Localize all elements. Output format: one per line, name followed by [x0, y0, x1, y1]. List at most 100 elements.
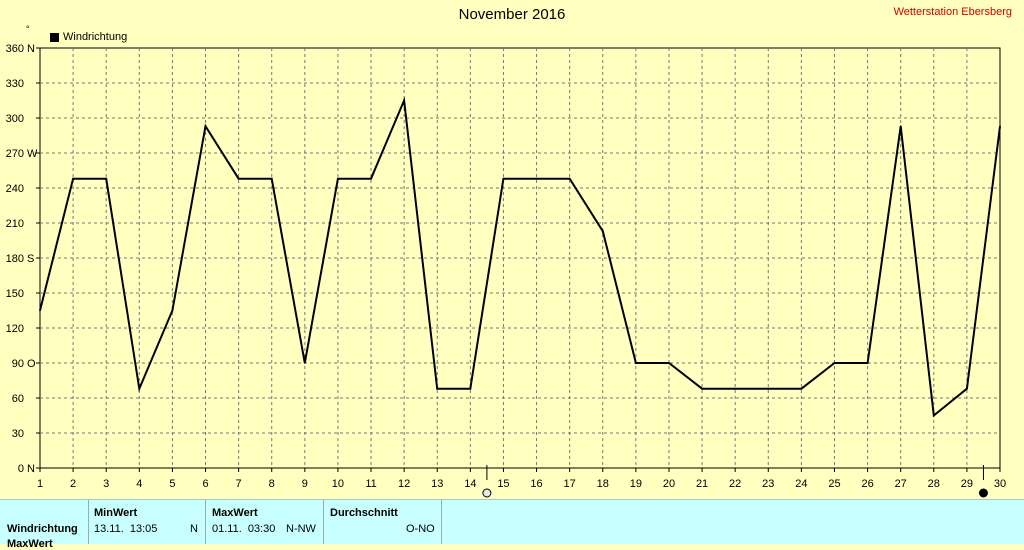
data-point: [337, 177, 339, 180]
series-layer: [39, 96, 1001, 418]
x-tick-label: 30: [994, 478, 1006, 490]
max-direction: N-NW: [286, 523, 316, 535]
data-point: [105, 177, 108, 180]
x-tick-label: 10: [332, 478, 344, 490]
average-header: Durchschnitt: [330, 507, 398, 519]
x-tick-label: 16: [530, 478, 542, 490]
y-direction-label: S: [27, 253, 34, 265]
x-tick-label: 9: [302, 478, 308, 490]
data-point: [39, 309, 41, 312]
data-point: [668, 362, 670, 364]
max-column: MaxWert 01.11. 03:30 N-NW: [206, 500, 324, 544]
series-line-windrichtung: [39, 96, 1001, 418]
x-tick-label: 6: [202, 478, 208, 490]
data-point: [171, 309, 174, 312]
x-tick-label: 4: [136, 478, 142, 490]
x-tick-label: 3: [103, 478, 109, 490]
station-name: Wetterstation Ebersberg: [893, 6, 1012, 18]
x-tick-label: 25: [828, 478, 840, 490]
y-tick-label: 60: [12, 393, 24, 405]
data-point: [734, 387, 736, 390]
min-header: MinWert: [94, 507, 138, 519]
min-column: MinWert 13.11. 13:05 N: [88, 500, 206, 544]
legend-swatch: [50, 32, 59, 42]
row-label-column: Windrichtung MaxWert: [0, 500, 89, 550]
x-tick-label: 22: [729, 478, 741, 490]
y-tick-label: 210: [6, 218, 24, 230]
x-tick-label: 14: [464, 478, 476, 490]
max-value: 01.11. 03:30: [212, 523, 276, 535]
x-tick-label: 27: [895, 478, 907, 490]
data-point: [370, 177, 372, 180]
full-moon-icon: [482, 488, 492, 498]
x-tick-label: 13: [431, 478, 443, 490]
data-point: [469, 387, 472, 390]
row-label-second: MaxWert: [7, 538, 53, 550]
y-tick-label: 270: [6, 148, 24, 160]
average-direction: O-NO: [406, 523, 435, 535]
y-tick-label: 180: [6, 253, 24, 265]
x-tick-label: 28: [928, 478, 940, 490]
y-direction-label: W: [27, 148, 38, 160]
data-point: [138, 387, 141, 390]
y-direction-label: N: [27, 43, 35, 55]
data-point: [833, 362, 836, 364]
chart-title: November 2016: [458, 6, 566, 23]
data-point: [502, 177, 505, 180]
data-point: [436, 387, 439, 390]
x-tick-label: 19: [630, 478, 642, 490]
x-axis: 1 2 3 4 5 6 7 8 9 10 11 12 13 14 15 16 17 18 19 20 21 22 23 24 2…: [37, 468, 1006, 490]
data-point: [601, 230, 604, 232]
x-tick-label: 29: [961, 478, 973, 490]
data-point: [899, 125, 902, 127]
y-tick-label: 90: [12, 358, 24, 370]
x-tick-label: 11: [365, 478, 376, 490]
data-point: [701, 387, 703, 390]
chart-legend[interactable]: Windrichtung: [50, 31, 127, 43]
data-point: [800, 387, 803, 390]
new-moon-icon: [978, 488, 988, 498]
data-point: [204, 125, 207, 127]
data-point: [270, 177, 273, 180]
chart-grid: [39, 47, 1001, 469]
data-point: [568, 177, 571, 180]
x-tick-label: 20: [663, 478, 675, 490]
y-tick-label: 120: [6, 323, 24, 335]
x-tick-label: 7: [236, 478, 242, 490]
max-header: MaxWert: [212, 507, 258, 519]
y-tick-label: 30: [12, 428, 24, 440]
y-direction-label: O: [27, 358, 36, 370]
data-point: [999, 125, 1001, 127]
y-tick-label: 150: [6, 288, 24, 300]
min-value: 13.11. 13:05: [94, 523, 158, 535]
x-tick-label: 1: [37, 478, 43, 490]
data-point: [237, 177, 240, 180]
x-tick-label: 8: [269, 478, 275, 490]
data-point: [767, 387, 770, 390]
x-tick-label: 12: [398, 478, 410, 490]
x-tick-label: 23: [762, 478, 774, 490]
data-point: [635, 362, 637, 364]
x-tick-label: 2: [70, 478, 76, 490]
moon-markers: [482, 465, 988, 498]
x-tick-label: 21: [696, 478, 708, 490]
y-direction-label: N: [27, 463, 35, 475]
min-direction: N: [190, 523, 198, 535]
x-tick-label: 15: [497, 478, 509, 490]
x-tick-label: 5: [169, 478, 175, 490]
legend-label: Windrichtung: [63, 31, 128, 43]
data-point: [966, 387, 968, 390]
x-tick-label: 26: [861, 478, 873, 490]
summary-table: Windrichtung MaxWert MinWert 13.11. 13:0…: [0, 499, 1024, 550]
y-tick-label: 330: [6, 78, 24, 90]
data-point: [72, 177, 74, 180]
y-tick-label: 0: [18, 463, 24, 475]
y-tick-label: 360: [6, 43, 24, 55]
x-tick-label: 24: [795, 478, 807, 490]
average-column: Durchschnitt O-NO: [324, 500, 442, 544]
data-point: [304, 362, 306, 364]
data-point: [866, 362, 869, 364]
degree-unit-mark: °: [26, 24, 30, 34]
